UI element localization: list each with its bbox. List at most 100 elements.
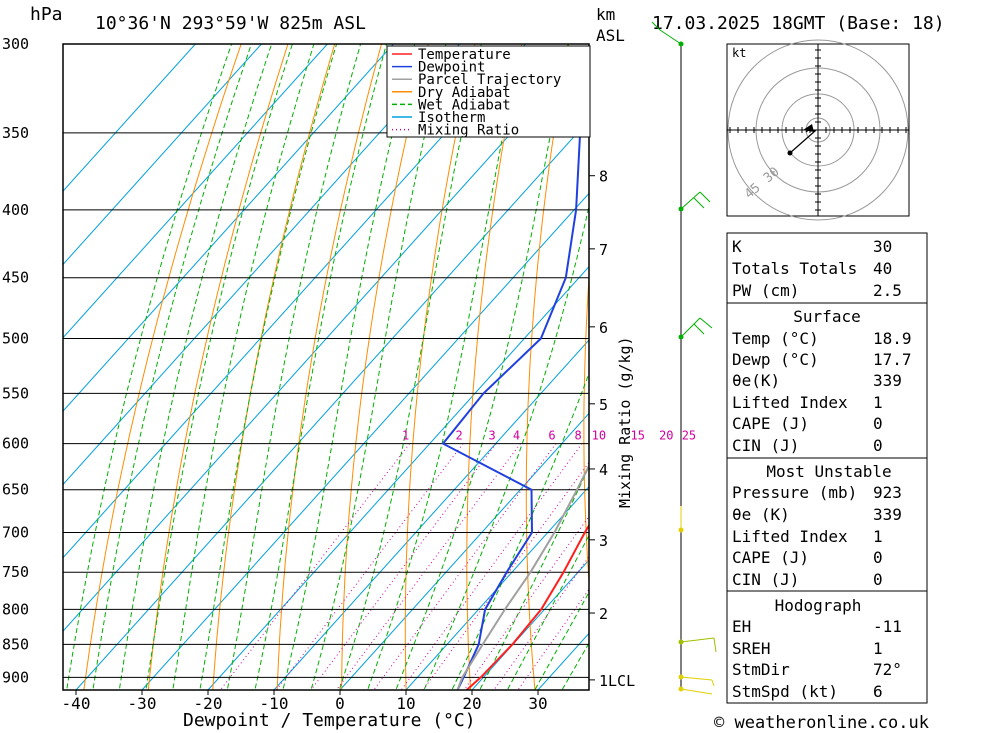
hodograph-unit: kt [732, 46, 746, 60]
pressure-tick-label: 650 [2, 481, 29, 499]
height-tick-label: 1LCL [599, 672, 635, 690]
mu-cin-label: CIN (J) [732, 570, 799, 589]
wind-barb-dot [678, 674, 684, 680]
wind-barb [680, 317, 713, 338]
height-tick-label: 4 [599, 461, 608, 479]
pressure-tick-label: 700 [2, 523, 29, 541]
asl-unit-label: ASL [596, 26, 625, 45]
mu-li-label: Lifted Index [732, 527, 848, 546]
wind-barb-dot [678, 206, 684, 212]
height-tick-label: 2 [599, 605, 608, 623]
mixing-ratio-line [275, 443, 464, 690]
pressure-tick-label: 300 [2, 35, 29, 53]
temperature-tick-label: 0 [335, 694, 345, 713]
pw-value: 2.5 [873, 281, 902, 300]
isotherm-line [63, 44, 262, 266]
wet-adiabat-line [367, 44, 523, 690]
isotherm-line [63, 44, 394, 412]
isotherm-line [405, 485, 589, 690]
surface-cape-value: 0 [873, 414, 883, 433]
k-value: 30 [873, 237, 892, 256]
wind-barb [680, 676, 715, 687]
wind-barb [651, 21, 682, 45]
mixing-ratio-label: 25 [682, 429, 696, 443]
hodograph-table-box [726, 590, 928, 704]
isotherm-line [207, 265, 589, 690]
isotherm-line [63, 44, 460, 486]
dry-adiabat-line [525, 44, 570, 690]
mixing-ratio-line [400, 443, 583, 690]
mu-cape-value: 0 [873, 548, 883, 567]
wind-barb [680, 191, 711, 210]
mixing-ratio-label: 1 [402, 429, 409, 443]
mixing-ratio-label: 15 [631, 429, 645, 443]
pressure-tick-label: 800 [2, 600, 29, 618]
dry-adiabat-line [404, 44, 476, 690]
surface-li-label: Lifted Index [732, 393, 848, 412]
surface-theta-value: 339 [873, 371, 902, 390]
eh-label: EH [732, 617, 751, 636]
temperature-tick-label: 30 [528, 694, 547, 713]
mixing-ratio-line [517, 588, 589, 690]
pressure-tick-label: 550 [2, 384, 29, 402]
sreh-value: 1 [873, 639, 883, 658]
wet-adiabat-line [118, 44, 273, 690]
mu-cin-value: 0 [873, 570, 883, 589]
temperature-tick-label: -10 [260, 694, 289, 713]
pressure-tick-label: 450 [2, 269, 29, 287]
dry-adiabat-line [943, 44, 1000, 690]
surface-cin-label: CIN (J) [732, 436, 799, 455]
legend-label: Mixing Ratio [418, 123, 519, 139]
dry-adiabat-line [640, 44, 664, 690]
legend-label: Wet Adiabat [418, 97, 511, 113]
surface-dewp-label: Dewp (°C) [732, 350, 819, 369]
dry-adiabat-line [466, 44, 523, 690]
wet-adiabat-line [451, 372, 589, 690]
tt-label: Totals Totals [732, 259, 857, 278]
mu-pressure-label: Pressure (mb) [732, 483, 857, 502]
height-tick-label: 7 [599, 241, 608, 259]
mixing-ratio-label: 2 [455, 429, 462, 443]
datetime-title: 17.03.2025 18GMT (Base: 18) [652, 13, 945, 34]
surface-box [726, 302, 928, 459]
km-unit-label: km [596, 5, 615, 24]
mixing-ratio-label: 10 [592, 429, 606, 443]
pressure-tick-label: 350 [2, 124, 29, 142]
dry-adiabat-line [212, 44, 336, 690]
isotherm-line [141, 192, 589, 690]
isotherm-line [63, 44, 526, 559]
surface-theta-label: θe(K) [732, 371, 780, 390]
mu-theta-value: 339 [873, 505, 902, 524]
surface-li-value: 1 [873, 393, 883, 412]
height-tick-label: 3 [599, 532, 608, 550]
series-line-temperature [466, 523, 589, 690]
hodograph: kt 30 45 [726, 39, 910, 221]
wind-barb [680, 688, 713, 695]
sounding-series [441, 111, 589, 690]
surface-cin-value: 0 [873, 436, 883, 455]
mu-cape-label: CAPE (J) [732, 548, 809, 567]
stmspd-label: StmSpd (kt) [732, 682, 838, 701]
legend-label: Isotherm [418, 110, 485, 126]
isotherm-line [63, 44, 328, 339]
temperature-tick-label: -40 [62, 694, 91, 713]
height-tick-label: 6 [599, 319, 608, 337]
wet-adiabat-line [172, 44, 315, 690]
wet-adiabat-line [92, 44, 252, 690]
isotherm-line [63, 45, 589, 632]
mixing-ratio-label: 4 [513, 429, 520, 443]
mixing-ratio-label: 6 [548, 429, 555, 443]
isobar-lines [63, 43, 589, 678]
hodograph-storm-dot [787, 150, 793, 156]
wet-adiabat-line [254, 44, 387, 690]
mu-li-value: 1 [873, 527, 883, 546]
plot-frame [62, 43, 590, 691]
axes: 300350400450500550600650700750800850900-… [2, 35, 635, 713]
wet-adiabat-line [310, 44, 447, 690]
hpa-unit-label: hPa [30, 4, 63, 25]
height-tick-label: 8 [599, 168, 608, 186]
legend-label: Dewpoint [418, 60, 485, 76]
pressure-tick-label: 850 [2, 635, 29, 653]
pressure-tick-label: 500 [2, 329, 29, 347]
